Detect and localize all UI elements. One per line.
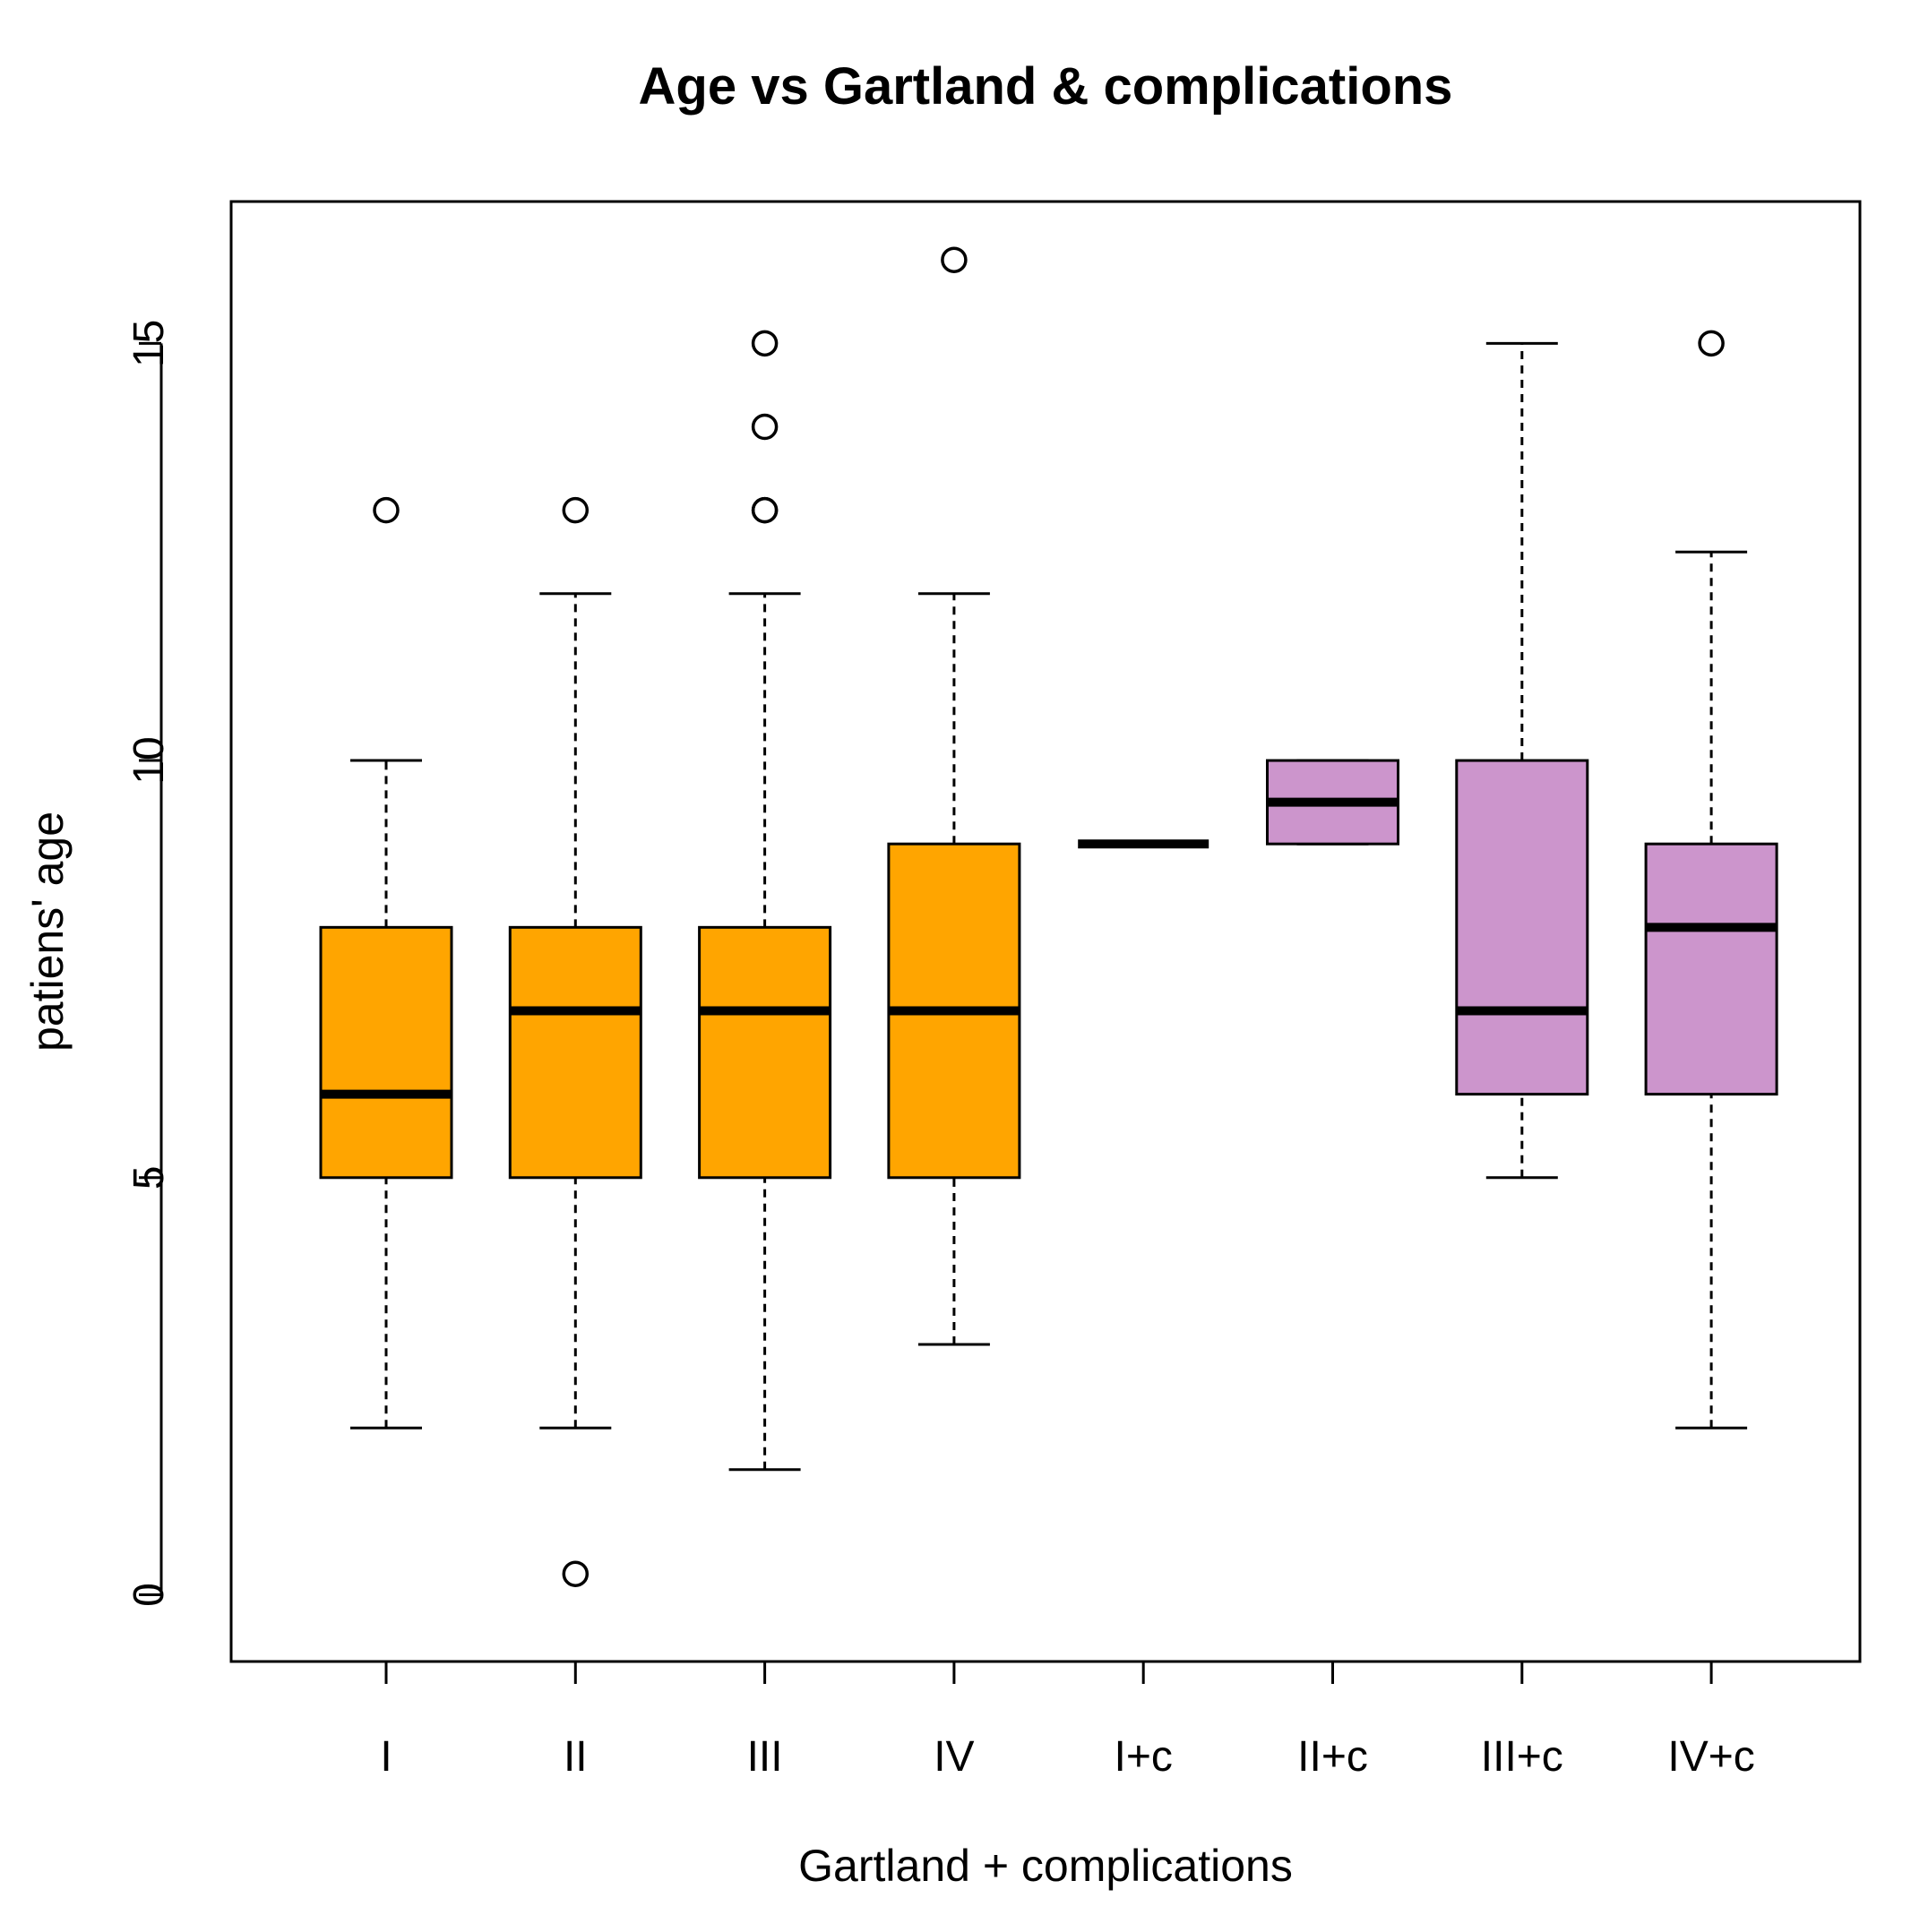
outlier-point xyxy=(1698,330,1725,357)
y-axis: 0 5 10 15 xyxy=(125,320,173,1607)
box-iqr xyxy=(698,925,832,1180)
outlier-point xyxy=(751,496,779,524)
box-group-i xyxy=(319,496,453,1430)
box-iqr xyxy=(508,925,642,1180)
x-axis-label: Gartland + complications xyxy=(798,1841,1293,1891)
box-iqr xyxy=(1455,759,1589,1096)
box-group-iii xyxy=(698,330,832,1472)
x-tick-label: II+c xyxy=(1297,1733,1368,1781)
box-group-iv xyxy=(887,246,1021,1346)
x-tick-label: III xyxy=(747,1733,783,1781)
x-axis: I II III IV I+c II+c III+c IV+c xyxy=(380,1660,1755,1781)
box-iqr xyxy=(319,925,453,1180)
outlier-point xyxy=(941,246,968,273)
x-tick-label: I xyxy=(380,1733,392,1781)
x-tick-label: II xyxy=(564,1733,588,1781)
y-tick-label: 0 xyxy=(125,1583,173,1607)
box-group-iii-plus-c xyxy=(1455,341,1589,1180)
y-axis-label: patiens' age xyxy=(22,811,73,1052)
y-tick-label: 15 xyxy=(125,320,173,367)
x-tick-label: III+c xyxy=(1481,1733,1563,1781)
outlier-point xyxy=(373,496,400,524)
x-tick-label: IV xyxy=(934,1733,974,1781)
y-tick-label: 10 xyxy=(125,736,173,784)
outlier-point xyxy=(751,330,779,357)
box-iqr xyxy=(1644,842,1778,1096)
x-tick-label: I+c xyxy=(1115,1733,1173,1781)
box-group-ii-plus-c xyxy=(1266,759,1399,846)
box-group-ii xyxy=(508,496,642,1587)
y-tick-label: 5 xyxy=(125,1165,173,1189)
outlier-point xyxy=(562,496,590,524)
x-tick-label: IV+c xyxy=(1667,1733,1754,1781)
plot-frame xyxy=(229,200,1862,1663)
outlier-point xyxy=(562,1560,590,1587)
chart-title: Age vs Gartland & complications xyxy=(639,57,1453,116)
outlier-point xyxy=(751,413,779,441)
box-group-iv-plus-c xyxy=(1644,330,1778,1430)
boxes-layer xyxy=(319,246,1778,1587)
